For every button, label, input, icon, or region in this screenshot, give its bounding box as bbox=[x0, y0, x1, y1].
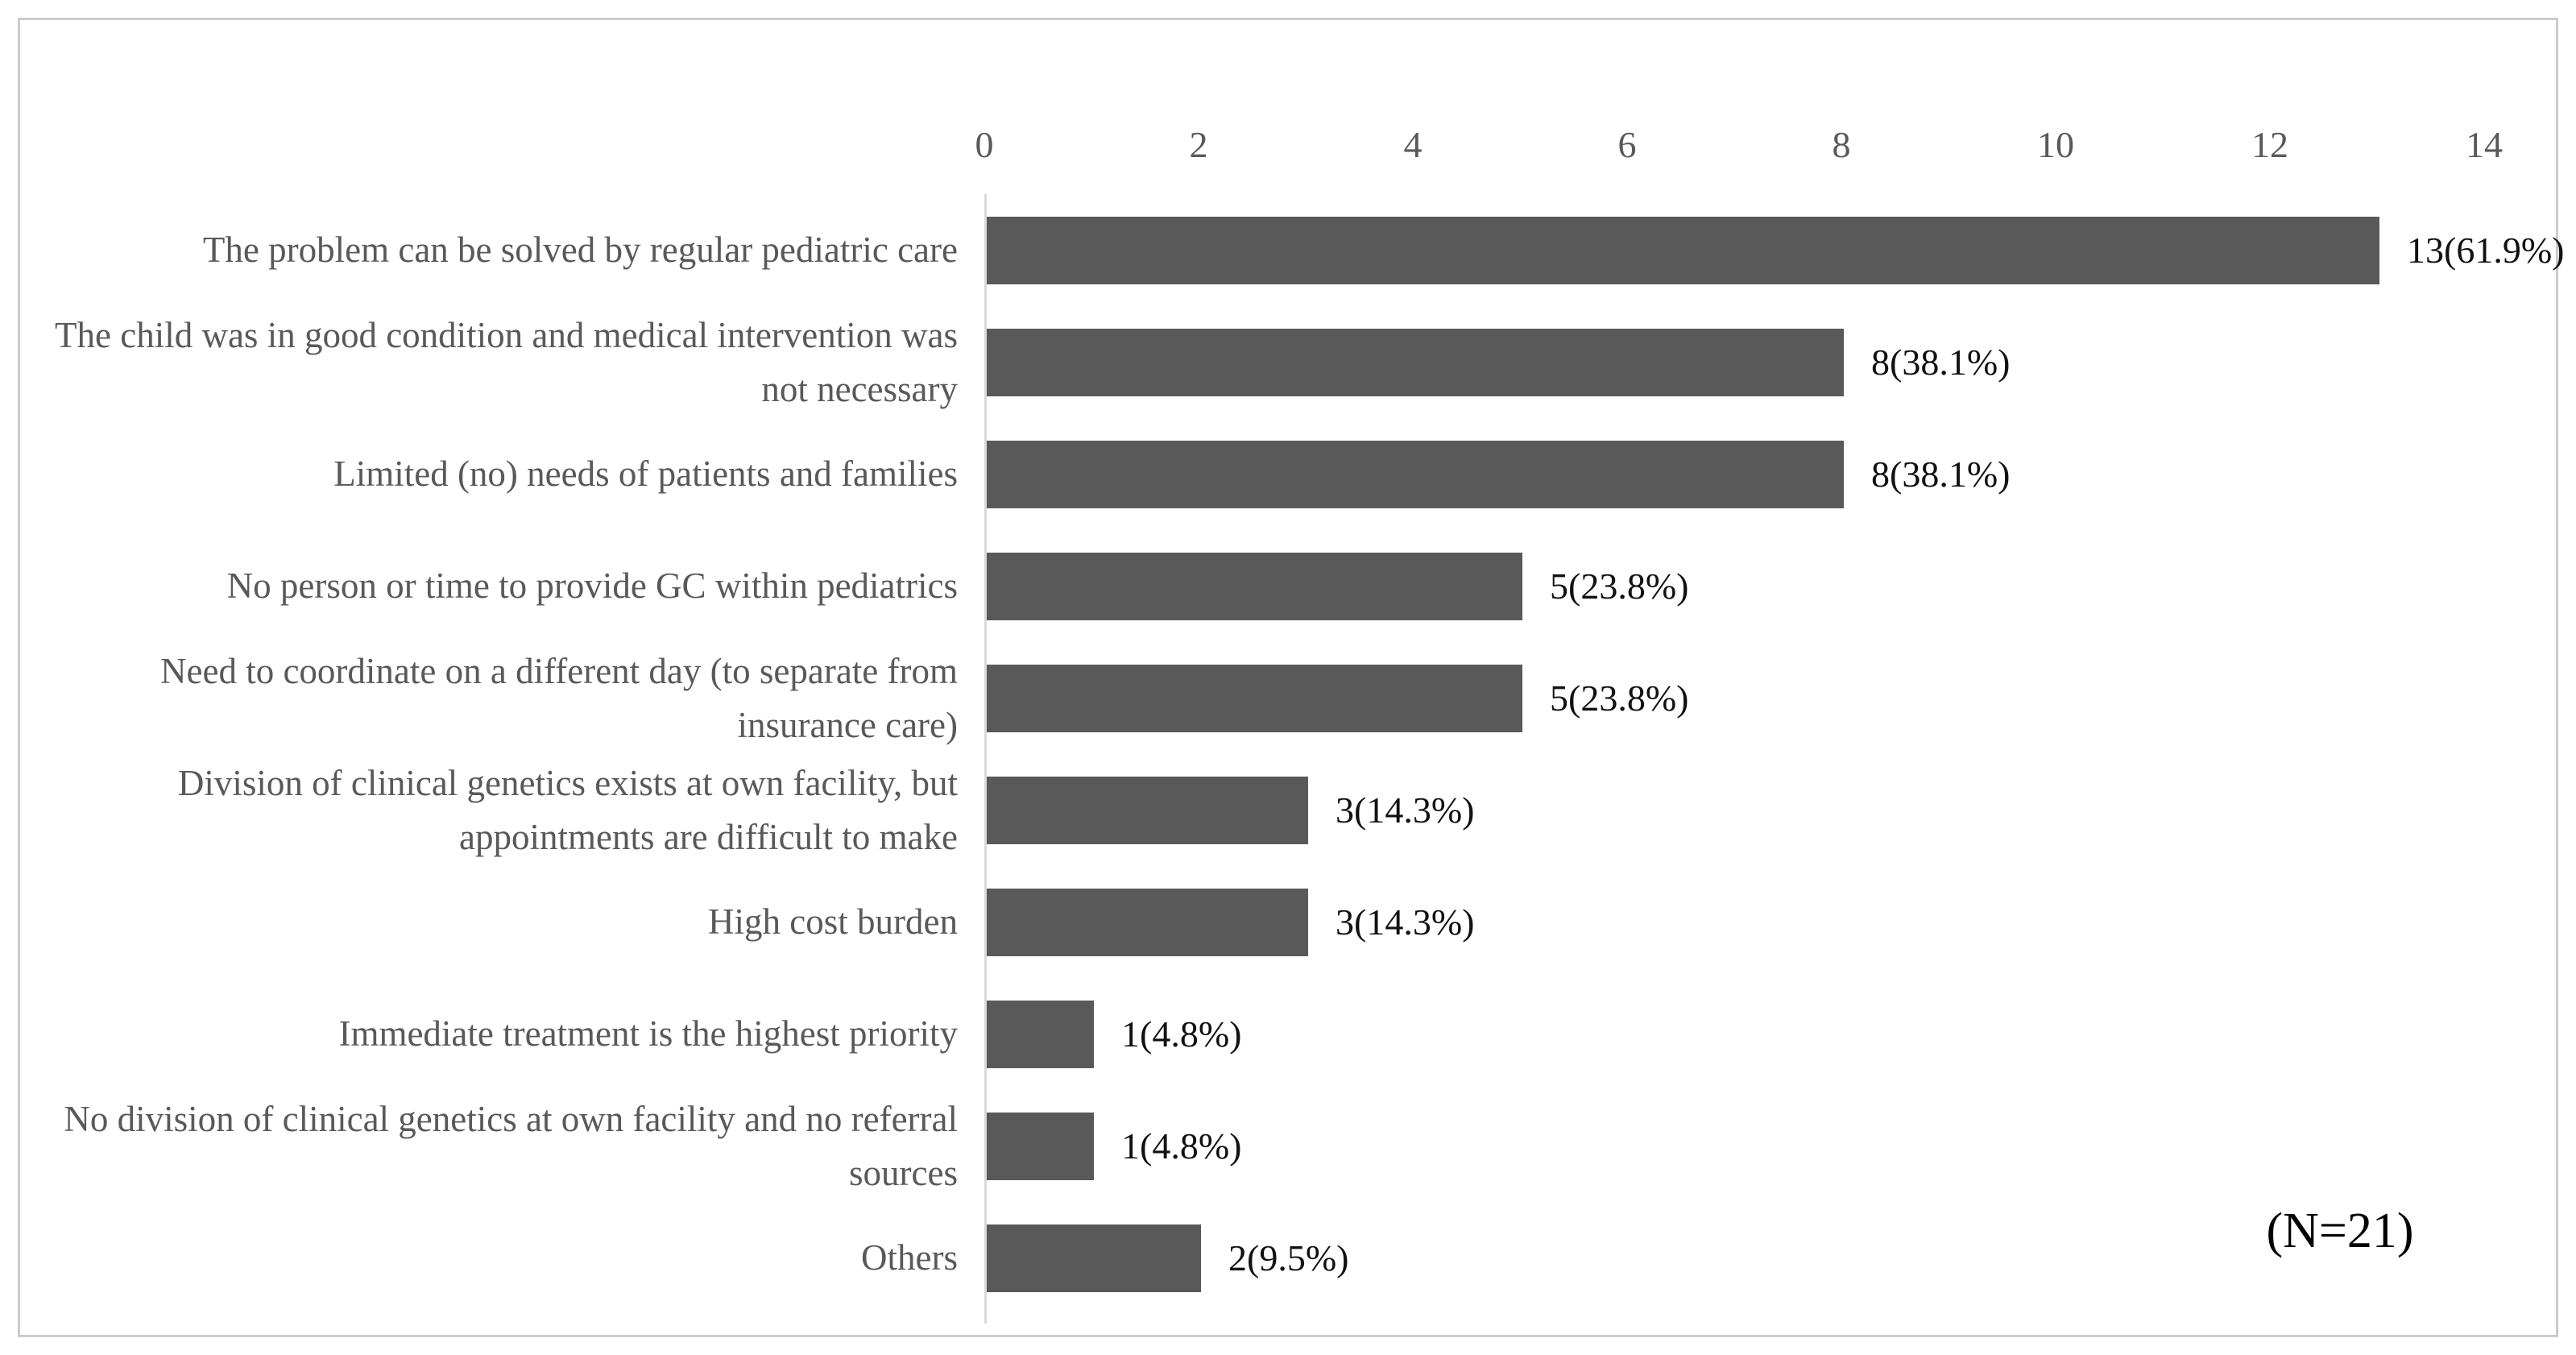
bar bbox=[987, 328, 1844, 396]
x-axis-ticks: 0 2 4 6 8 10 12 14 bbox=[975, 123, 2504, 175]
value-label: 2(9.5%) bbox=[1228, 1237, 1349, 1278]
bar bbox=[987, 216, 2379, 284]
bar bbox=[987, 552, 1522, 620]
category-label: No division of clinical genetics at own … bbox=[64, 1099, 958, 1193]
bar-row: Limited (no) needs of patients and famil… bbox=[20, 418, 2556, 530]
x-tick-label: 2 bbox=[1189, 124, 1208, 165]
x-tick-label: 10 bbox=[2037, 124, 2074, 165]
bar bbox=[987, 1112, 1094, 1180]
bar-row: Immediate treatment is the highest prior… bbox=[20, 978, 2556, 1090]
value-label: 8(38.1%) bbox=[1871, 454, 2011, 495]
x-tick-label: 8 bbox=[1832, 124, 1851, 165]
category-label: The child was in good condition and medi… bbox=[55, 315, 958, 409]
x-tick-label: 4 bbox=[1403, 124, 1423, 165]
category-label: Limited (no) needs of patients and famil… bbox=[333, 454, 958, 495]
bar-row: The problem can be solved by regular ped… bbox=[20, 194, 2564, 306]
category-label: No person or time to provide GC within p… bbox=[226, 566, 958, 607]
bar bbox=[987, 888, 1308, 956]
bar-area: 8(38.1%) bbox=[987, 418, 2487, 530]
value-label: 8(38.1%) bbox=[1871, 342, 2011, 383]
bar-area: 3(14.3%) bbox=[987, 754, 2487, 866]
bar-area: 1(4.8%) bbox=[987, 978, 2487, 1090]
value-label: 5(23.8%) bbox=[1550, 678, 1689, 719]
value-label: 5(23.8%) bbox=[1550, 566, 1689, 607]
bar bbox=[987, 664, 1522, 732]
value-label: 1(4.8%) bbox=[1121, 1125, 1242, 1166]
x-tick-label: 12 bbox=[2251, 124, 2288, 165]
bar-row: Others 2(9.5%) bbox=[20, 1202, 2556, 1314]
category-label: The problem can be solved by regular ped… bbox=[202, 230, 958, 271]
value-label: 1(4.8%) bbox=[1121, 1013, 1242, 1055]
x-tick-label: 6 bbox=[1617, 124, 1637, 165]
bar-row: No division of clinical genetics at own … bbox=[20, 1090, 2556, 1202]
bar bbox=[987, 776, 1308, 844]
x-tick-label: 0 bbox=[975, 124, 994, 165]
bar-row: Division of clinical genetics exists at … bbox=[20, 754, 2556, 866]
plot-area: The problem can be solved by regular ped… bbox=[20, 194, 2564, 1314]
category-label: Others bbox=[861, 1237, 958, 1278]
bar-row: No person or time to provide GC within p… bbox=[20, 530, 2556, 642]
y-axis-line bbox=[984, 194, 987, 1324]
category-label: Division of clinical genetics exists at … bbox=[177, 763, 958, 857]
bar-area: 5(23.8%) bbox=[987, 642, 2487, 754]
value-label: 3(14.3%) bbox=[1336, 789, 1475, 831]
bar bbox=[987, 1224, 1201, 1292]
value-label: 13(61.9%) bbox=[2407, 230, 2565, 271]
bar-area: 2(9.5%) bbox=[987, 1202, 2487, 1314]
x-tick-label: 14 bbox=[2466, 124, 2503, 165]
bar-row: Need to coordinate on a different day (t… bbox=[20, 642, 2556, 754]
bar-area: 1(4.8%) bbox=[987, 1090, 2487, 1202]
bar-area: 5(23.8%) bbox=[987, 530, 2487, 642]
bar-area: 8(38.1%) bbox=[987, 306, 2487, 418]
sample-size-annotation: (N=21) bbox=[2266, 1204, 2414, 1258]
bar-area: 13(61.9%) bbox=[987, 194, 2564, 306]
bar bbox=[987, 440, 1844, 508]
category-label: Need to coordinate on a different day (t… bbox=[160, 651, 958, 745]
category-label: Immediate treatment is the highest prior… bbox=[338, 1013, 958, 1055]
category-label: High cost burden bbox=[708, 901, 958, 943]
bar-row: The child was in good condition and medi… bbox=[20, 306, 2556, 418]
chart-frame: 0 2 4 6 8 10 12 14 The problem can be so… bbox=[18, 18, 2564, 1337]
bar-area: 3(14.3%) bbox=[987, 866, 2487, 978]
bar-row: High cost burden 3(14.3%) bbox=[20, 866, 2556, 978]
value-label: 3(14.3%) bbox=[1336, 901, 1475, 943]
bar bbox=[987, 1000, 1094, 1068]
